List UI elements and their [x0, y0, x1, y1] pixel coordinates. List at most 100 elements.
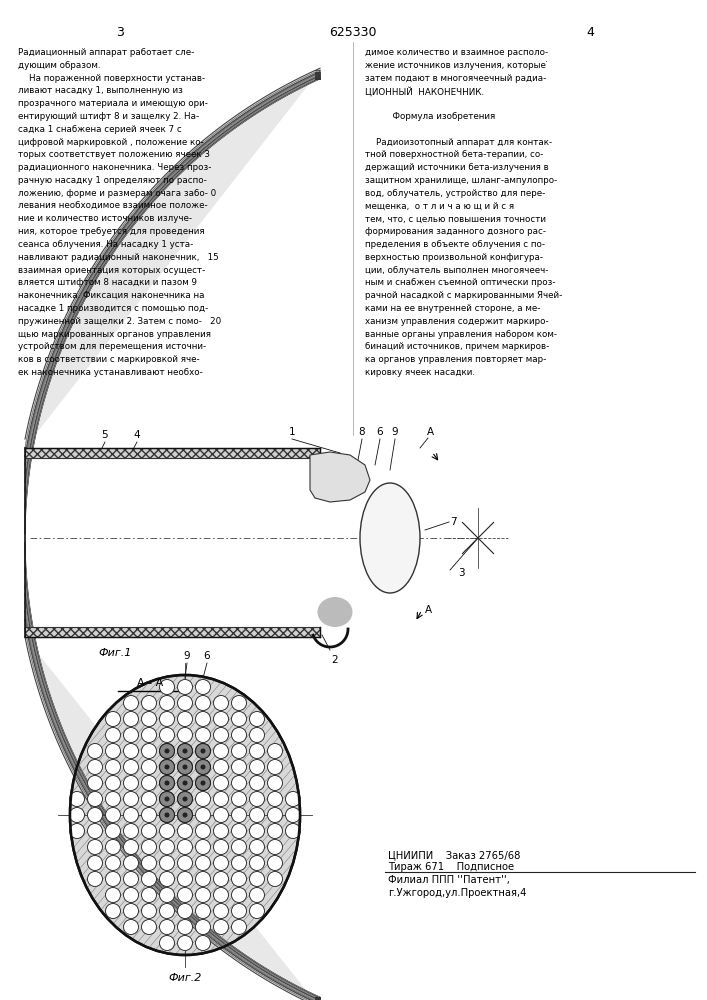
Circle shape	[214, 792, 228, 806]
Circle shape	[141, 888, 156, 902]
Circle shape	[231, 744, 247, 758]
Text: ЦНИИПИ    Заказ 2765/68: ЦНИИПИ Заказ 2765/68	[388, 850, 520, 860]
Circle shape	[267, 792, 283, 806]
Circle shape	[231, 728, 247, 742]
Circle shape	[196, 712, 211, 726]
Text: 9: 9	[184, 651, 190, 661]
Circle shape	[177, 808, 192, 822]
Polygon shape	[25, 78, 320, 525]
Polygon shape	[25, 542, 320, 997]
Circle shape	[160, 776, 175, 790]
Polygon shape	[25, 70, 320, 456]
Text: A: A	[426, 427, 433, 437]
Polygon shape	[25, 628, 320, 1000]
Circle shape	[105, 728, 120, 742]
Circle shape	[177, 792, 192, 806]
Circle shape	[141, 728, 156, 742]
Text: вляется штифтом 8 насадки и пазом 9: вляется штифтом 8 насадки и пазом 9	[18, 278, 197, 287]
Circle shape	[177, 760, 192, 774]
Circle shape	[124, 920, 139, 934]
Circle shape	[141, 840, 156, 854]
Circle shape	[214, 871, 228, 886]
Text: рачной насадкой с маркированными Ячей-: рачной насадкой с маркированными Ячей-	[365, 291, 562, 300]
Polygon shape	[25, 542, 320, 997]
Circle shape	[124, 760, 139, 774]
Circle shape	[250, 728, 264, 742]
Circle shape	[177, 936, 192, 950]
Text: радиационного наконечника. Через проз-: радиационного наконечника. Через проз-	[18, 163, 211, 172]
Circle shape	[160, 680, 175, 694]
Circle shape	[177, 808, 192, 822]
Circle shape	[196, 808, 211, 822]
Polygon shape	[25, 79, 320, 534]
Circle shape	[214, 904, 228, 918]
Circle shape	[177, 888, 192, 902]
Circle shape	[177, 696, 192, 710]
Circle shape	[141, 920, 156, 934]
Circle shape	[231, 712, 247, 726]
Circle shape	[267, 824, 283, 838]
Circle shape	[88, 776, 103, 790]
Circle shape	[196, 904, 211, 918]
Polygon shape	[25, 577, 320, 1000]
Circle shape	[177, 760, 192, 774]
Text: затем подают в многоячеечный радиа-: затем подают в многоячеечный радиа-	[365, 74, 547, 83]
Polygon shape	[25, 70, 320, 457]
Polygon shape	[25, 551, 320, 998]
Text: 5: 5	[102, 430, 108, 440]
Polygon shape	[25, 576, 320, 1000]
Text: дующим образом.: дующим образом.	[18, 61, 100, 70]
Text: садка 1 снабжена серией ячеек 7 с: садка 1 снабжена серией ячеек 7 с	[18, 125, 182, 134]
Circle shape	[141, 744, 156, 758]
Circle shape	[160, 808, 175, 822]
Text: ным и снабжен съемной оптически проз-: ным и снабжен съемной оптически проз-	[365, 278, 556, 287]
Polygon shape	[25, 74, 320, 482]
Ellipse shape	[70, 675, 300, 955]
Text: ции, облучатель выполнен многоячееч-: ции, облучатель выполнен многоячееч-	[365, 266, 549, 275]
Circle shape	[201, 780, 206, 786]
Text: Тираж 671    Подписное: Тираж 671 Подписное	[388, 862, 514, 872]
Text: прозрачного материала и имеющую ори-: прозрачного материала и имеющую ори-	[18, 99, 208, 108]
Circle shape	[105, 888, 120, 902]
Circle shape	[250, 776, 264, 790]
Circle shape	[231, 824, 247, 838]
Circle shape	[165, 812, 170, 818]
Text: щью маркированных органов управления: щью маркированных органов управления	[18, 330, 211, 339]
Circle shape	[214, 776, 228, 790]
Circle shape	[286, 824, 300, 838]
Circle shape	[250, 904, 264, 918]
Text: ЦИОННЫЙ  НАКОНЕЧНИК.: ЦИОННЫЙ НАКОНЕЧНИК.	[365, 86, 484, 96]
Text: тной поверхностной бета-терапии, со-: тной поверхностной бета-терапии, со-	[365, 150, 544, 159]
Polygon shape	[25, 560, 320, 998]
Text: A: A	[425, 605, 432, 615]
Circle shape	[141, 856, 156, 870]
Circle shape	[160, 744, 175, 758]
Text: ек наконечника устанавливают необхо-: ек наконечника устанавливают необхо-	[18, 368, 203, 377]
Circle shape	[160, 920, 175, 934]
Polygon shape	[25, 70, 320, 1000]
Text: ками на ее внутренней стороне, а ме-: ками на ее внутренней стороне, а ме-	[365, 304, 540, 313]
Circle shape	[141, 824, 156, 838]
Circle shape	[124, 792, 139, 806]
Circle shape	[124, 840, 139, 854]
Text: ков в соответствии с маркировкой яче-: ков в соответствии с маркировкой яче-	[18, 355, 199, 364]
Text: формирования заданного дозного рас-: формирования заданного дозного рас-	[365, 227, 546, 236]
Text: димое количество и взаимное располо-: димое количество и взаимное располо-	[365, 48, 548, 57]
Polygon shape	[25, 602, 320, 1000]
Circle shape	[196, 824, 211, 838]
Circle shape	[196, 792, 211, 806]
Circle shape	[196, 760, 211, 774]
Text: взаимная ориентация которых осущест-: взаимная ориентация которых осущест-	[18, 266, 205, 275]
Circle shape	[250, 712, 264, 726]
Circle shape	[124, 888, 139, 902]
Circle shape	[105, 776, 120, 790]
Polygon shape	[25, 79, 320, 534]
Circle shape	[267, 856, 283, 870]
Bar	[25, 448, 320, 458]
Circle shape	[88, 856, 103, 870]
Circle shape	[250, 792, 264, 806]
Text: ние и количество источников излуче-: ние и количество источников излуче-	[18, 214, 192, 223]
Circle shape	[124, 776, 139, 790]
Circle shape	[177, 856, 192, 870]
Text: Филиал ППП ''Патент'',: Филиал ППП ''Патент'',	[388, 875, 510, 885]
